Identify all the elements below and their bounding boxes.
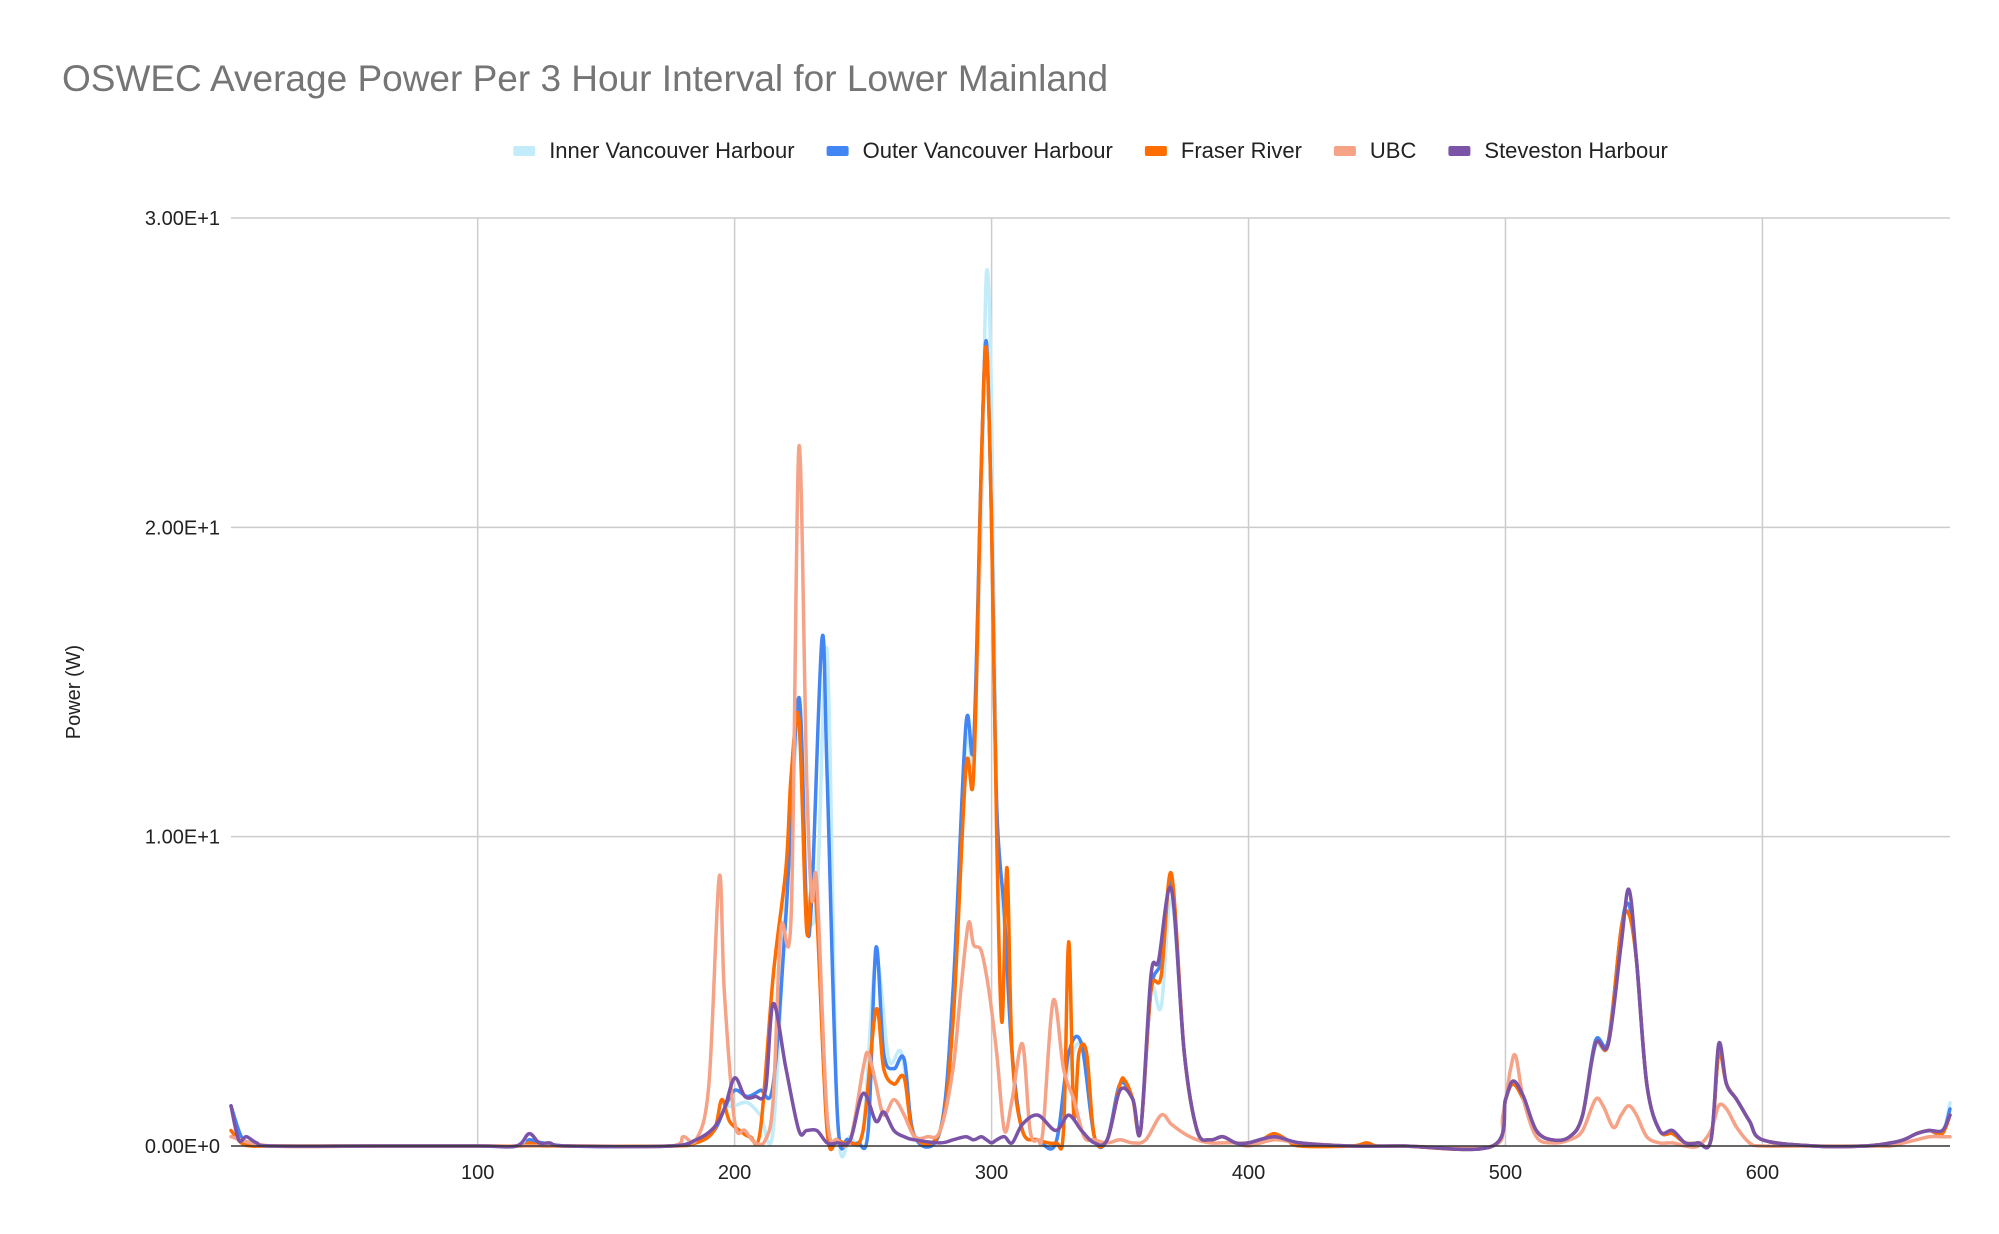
- y-tick-label: 1.00E+1: [145, 827, 220, 849]
- legend-item: Outer Vancouver Harbour: [826, 138, 1113, 163]
- legend-label: Inner Vancouver Harbour: [549, 138, 794, 163]
- legend-item: Steveston Harbour: [1448, 138, 1668, 163]
- y-tick-label: 2.00E+1: [145, 517, 220, 539]
- chart-title: OSWEC Average Power Per 3 Hour Interval …: [62, 58, 1108, 99]
- x-tick-label: 600: [1746, 1162, 1779, 1184]
- legend-item: Inner Vancouver Harbour: [513, 138, 795, 163]
- series-line-steveston-harbour: [229, 885, 1952, 1152]
- x-tick-label: 300: [975, 1162, 1008, 1184]
- legend-swatch: [1333, 146, 1356, 156]
- series-line-outer-vancouver-harbour: [229, 338, 1952, 1152]
- series-line-fraser-river: [229, 344, 1952, 1152]
- x-tick-label: 100: [461, 1162, 494, 1184]
- legend-swatch: [826, 146, 849, 156]
- legend-label: Outer Vancouver Harbour: [863, 138, 1113, 163]
- legend-item: Fraser River: [1144, 138, 1302, 163]
- x-tick-label: 200: [718, 1162, 751, 1184]
- y-axis-tick-labels: 0.00E+0 1.00E+1 2.00E+1 3.00E+1: [145, 208, 220, 1158]
- legend-label: Steveston Harbour: [1484, 138, 1667, 163]
- gridlines: [231, 217, 1950, 1146]
- legend-label: Fraser River: [1181, 138, 1302, 163]
- legend-item: UBC: [1333, 138, 1417, 163]
- x-tick-label: 500: [1489, 1162, 1522, 1184]
- legend-swatch: [1448, 146, 1471, 156]
- legend-swatch: [513, 146, 536, 156]
- x-tick-label: 400: [1232, 1162, 1265, 1184]
- legend-label: UBC: [1370, 138, 1417, 163]
- series-line-ubc: [229, 443, 1952, 1151]
- series-line-inner-vancouver-harbour: [229, 268, 1952, 1159]
- x-axis-tick-labels: 100 200 300 400 500 600: [461, 1162, 1779, 1184]
- series-lines: [229, 268, 1952, 1159]
- legend-swatch: [1144, 146, 1167, 156]
- y-tick-label: 3.00E+1: [145, 208, 220, 230]
- y-axis-title: Power (W): [63, 645, 85, 739]
- legend: Inner Vancouver Harbour Outer Vancouver H…: [513, 138, 1668, 163]
- y-tick-label: 0.00E+0: [145, 1136, 220, 1158]
